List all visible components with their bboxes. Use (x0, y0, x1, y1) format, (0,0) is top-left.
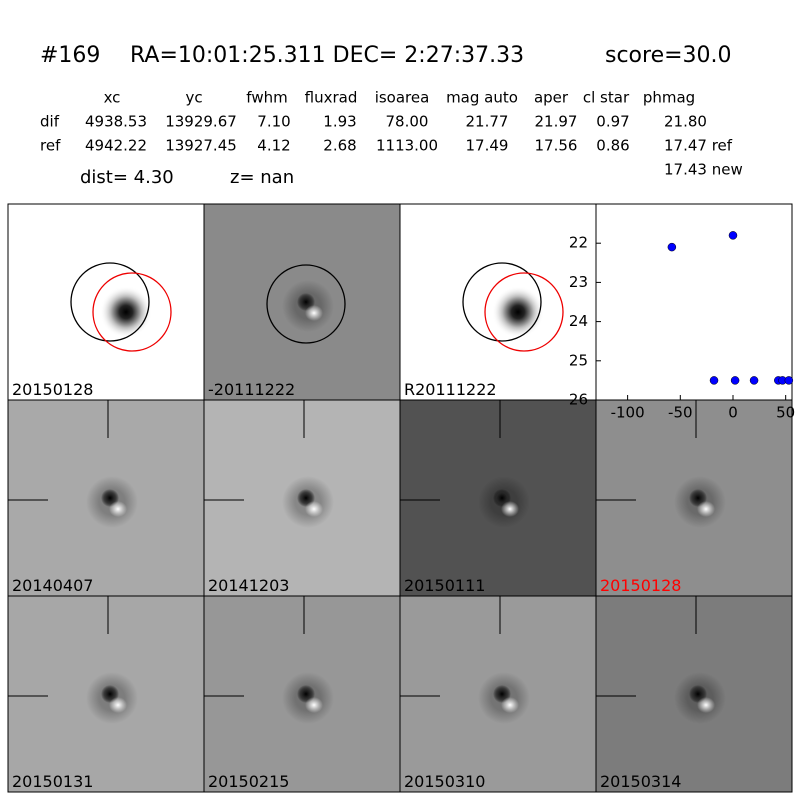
cell: 4938.53 (85, 113, 147, 131)
cell: 17.47 ref (664, 137, 733, 155)
residual-light (305, 697, 323, 713)
dist: dist= 4.30 (80, 167, 174, 188)
residual-light (501, 501, 519, 517)
cell: 21.97 (535, 113, 578, 131)
cell: 13929.67 (165, 113, 237, 131)
panel-label: R20111222 (404, 380, 497, 399)
panels: 20150128 -20111222 R20111222 20140407 201412… (7, 203, 793, 793)
cell: 17.49 (466, 137, 509, 155)
column-header: fwhm (246, 89, 287, 107)
column-header: cl star (583, 89, 630, 107)
aperture-ref (92, 272, 172, 352)
point (730, 376, 740, 385)
x-tick-label: -50 (668, 404, 693, 422)
source (100, 286, 152, 338)
panel-label: 20150128 (12, 380, 93, 399)
y-tick-label: 25 (569, 351, 588, 369)
point (749, 376, 759, 385)
cell: 4942.22 (85, 137, 147, 155)
y-tick-label: 24 (569, 312, 588, 330)
row-label: ref (40, 137, 61, 155)
column-header: xc (104, 89, 121, 107)
panel-label: 20150314 (600, 772, 681, 791)
cell: 21.77 (466, 113, 509, 131)
cell: 2.68 (323, 137, 356, 155)
residual-light (109, 501, 127, 517)
y-tick-label: 23 (569, 273, 588, 291)
residual-light (305, 501, 323, 517)
column-header: fluxrad (305, 89, 358, 107)
panel-label: 20150111 (404, 576, 485, 595)
column-header: isoarea (375, 89, 430, 107)
cell: 78.00 (386, 113, 429, 131)
x-tick-label: 50 (776, 404, 795, 422)
panel-label: 20141203 (208, 576, 289, 595)
aperture (266, 264, 346, 344)
coordinates: RA=10:01:25.311 DEC= 2:27:37.33 (130, 43, 524, 68)
panel-label: 20150310 (404, 772, 485, 791)
cell: 4.12 (257, 137, 290, 155)
column-header: yc (185, 89, 202, 107)
aperture-ref (484, 272, 564, 352)
x-tick-label: 0 (728, 404, 738, 422)
cell: 7.10 (257, 113, 290, 131)
residual-light (697, 501, 715, 517)
point (709, 376, 719, 385)
cell: 17.43 new (664, 161, 743, 179)
panel-label: 20150131 (12, 772, 93, 791)
column-header: aper (534, 89, 569, 107)
point (667, 242, 677, 252)
panel-label: 20150215 (208, 772, 289, 791)
score: score=30.0 (605, 43, 732, 68)
source (492, 286, 544, 338)
y-tick-label: 22 (569, 234, 588, 252)
aperture (70, 262, 150, 342)
panel-label: 20140407 (12, 576, 93, 595)
column-header: phmag (643, 89, 695, 107)
chart-area (595, 203, 793, 401)
cell: 21.80 (664, 113, 707, 131)
aperture (462, 262, 542, 342)
column-header: mag auto (446, 89, 518, 107)
point (728, 231, 738, 240)
residual-light (697, 697, 715, 713)
cell: 17.56 (535, 137, 578, 155)
panel-label: -20111222 (208, 380, 295, 399)
row-label: dif (40, 113, 60, 131)
residual-light (109, 697, 127, 713)
cell: 0.86 (596, 137, 629, 155)
y-tick-label: 26 (569, 391, 588, 409)
residual-light (501, 697, 519, 713)
cell: 1113.00 (376, 137, 438, 155)
candidate-id: #169 (40, 43, 100, 68)
x-tick-label: -100 (611, 404, 645, 422)
cell: 13927.45 (165, 137, 237, 155)
point (784, 376, 794, 385)
cell: 0.97 (596, 113, 629, 131)
residual-light (305, 305, 323, 321)
cell: 1.93 (323, 113, 356, 131)
panel-label: 20150128 (600, 576, 681, 595)
redshift: z= nan (230, 167, 294, 188)
